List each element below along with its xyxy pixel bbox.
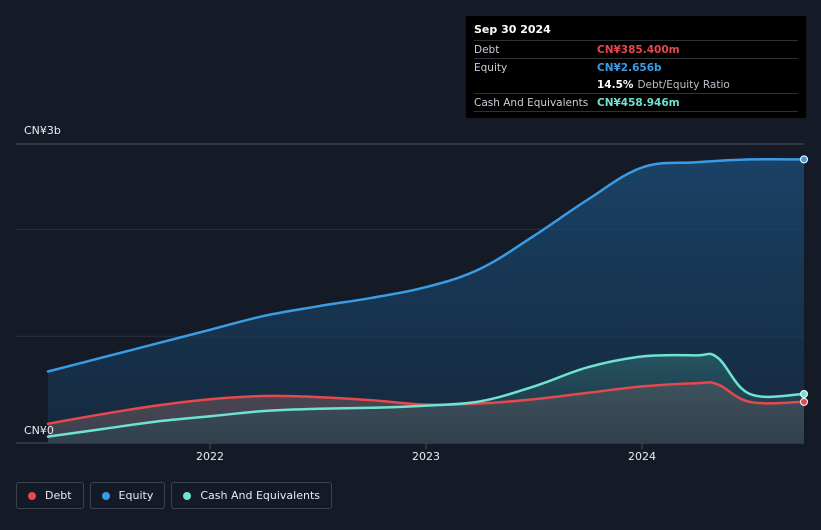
debt-end-marker[interactable] xyxy=(800,397,808,406)
equity-dot-icon xyxy=(101,491,110,500)
x-tick-label-0: 2022 xyxy=(196,450,224,463)
tooltip-value-ratio: 14.5% xyxy=(597,78,634,91)
equity-end-marker[interactable] xyxy=(800,155,808,164)
legend: Debt Equity Cash And Equivalents xyxy=(16,482,332,509)
tooltip-row-cash: Cash And Equivalents CN¥458.946m xyxy=(474,93,798,112)
tooltip-value-debt: CN¥385.400m xyxy=(597,43,680,56)
tooltip-row-equity: Equity CN¥2.656b xyxy=(474,58,798,76)
legend-label-cash: Cash And Equivalents xyxy=(200,489,320,502)
legend-item-equity[interactable]: Equity xyxy=(89,482,166,509)
equity-line xyxy=(46,157,806,373)
tooltip-row-debt: Debt CN¥385.400m xyxy=(474,40,798,58)
cash-and-equivalents-end-marker[interactable] xyxy=(800,389,808,398)
x-tick-label-2: 2024 xyxy=(628,450,656,463)
tooltip-label-cash: Cash And Equivalents xyxy=(474,96,589,109)
tooltip-label-equity: Equity xyxy=(474,61,508,74)
x-tick-label-1: 2023 xyxy=(412,450,440,463)
legend-item-cash[interactable]: Cash And Equivalents xyxy=(171,482,332,509)
tooltip-label-debt: Debt xyxy=(474,43,500,56)
tooltip-value-cash: CN¥458.946m xyxy=(597,96,680,109)
legend-label-debt: Debt xyxy=(45,489,72,502)
y-tick-label-1: CN¥3b xyxy=(24,124,61,137)
tooltip-row-ratio: 14.5% Debt/Equity Ratio xyxy=(474,76,798,93)
cash-and-equivalents-area xyxy=(48,353,804,443)
legend-item-debt[interactable]: Debt xyxy=(16,482,84,509)
debt-dot-icon xyxy=(28,491,36,500)
legend-label-equity: Equity xyxy=(118,489,154,502)
cash-dot-icon xyxy=(183,491,192,500)
tooltip-panel: Sep 30 2024 Debt CN¥385.400m Equity CN¥2… xyxy=(466,16,806,118)
tooltip-value-equity: CN¥2.656b xyxy=(597,61,662,74)
tooltip-ratio-caption: Debt/Equity Ratio xyxy=(637,78,730,91)
tooltip-date: Sep 30 2024 xyxy=(474,23,551,36)
y-tick-label-0: CN¥0 xyxy=(24,424,54,437)
cash-and-equivalents-line xyxy=(46,352,806,438)
